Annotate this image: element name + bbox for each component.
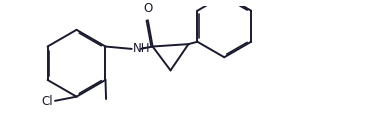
Text: O: O [143,3,152,15]
Text: Cl: Cl [41,95,53,108]
Text: NH: NH [133,42,151,55]
